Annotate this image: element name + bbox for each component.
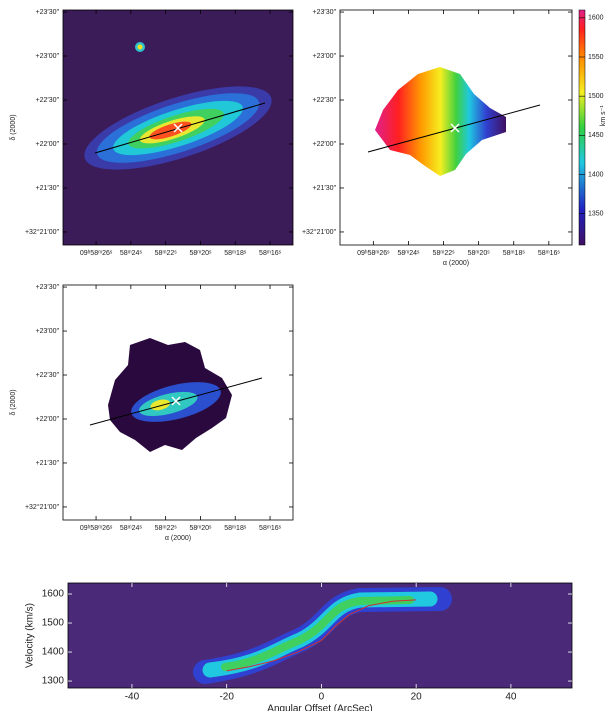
- x-tick-label: 0: [319, 692, 325, 703]
- velocity-field: [375, 67, 506, 176]
- center-marker: [173, 123, 183, 133]
- colorbar-tick-label: 1600: [588, 15, 604, 22]
- center-marker: [450, 123, 460, 133]
- colorbar: [578, 9, 586, 246]
- plot-frame: [67, 582, 573, 689]
- colorbar-tick-label: 1500: [588, 93, 604, 100]
- x-tick-label: 09ʰ58ᵐ26ˢ: [80, 525, 113, 532]
- y-tick-label: +23′30″: [36, 284, 60, 291]
- x-tick-label: 58ᵐ16ˢ: [259, 525, 282, 532]
- x-axis-label: α (2000): [443, 260, 469, 267]
- y-axis-label: δ (2000): [10, 389, 17, 415]
- y-tick-label: +23′30″: [313, 9, 337, 16]
- x-tick-label: 58ᵐ18ˢ: [224, 525, 247, 532]
- x-tick-label: 09ʰ58ᵐ26ˢ: [357, 250, 390, 257]
- x-tick-label: 58ᵐ20ˢ: [189, 525, 212, 532]
- y-tick-label: +23′00″: [313, 53, 337, 60]
- y-tick-label: +23′00″: [36, 53, 60, 60]
- x-tick-label: 58ᵐ24ˢ: [397, 250, 420, 257]
- colorbar-tick-label: 1350: [588, 211, 604, 218]
- y-tick-label: +22′30″: [313, 97, 337, 104]
- y-tick-label: +22′30″: [36, 372, 60, 379]
- colorbar-tick-label: 1400: [588, 171, 604, 178]
- x-tick-label: 58ᵐ24ˢ: [120, 250, 143, 257]
- x-tick-label: 58ᵐ22ˢ: [155, 525, 178, 532]
- y-tick-label: +32°21′00″: [25, 503, 60, 511]
- pv-image: [68, 583, 572, 688]
- colorbar-tick-label: 1450: [588, 132, 604, 139]
- x-tick-label: 09ʰ58ᵐ26ˢ: [80, 250, 113, 257]
- y-tick-label: 1600: [42, 589, 65, 600]
- y-tick-label: +21′30″: [36, 460, 60, 467]
- x-tick-label: 58ᵐ16ˢ: [259, 250, 282, 257]
- x-tick-label: 58ᵐ18ˢ: [503, 250, 526, 257]
- x-tick-label: 58ᵐ24ˢ: [120, 525, 143, 532]
- x-tick-label: -40: [125, 692, 140, 703]
- x-tick-label: 58ᵐ20ˢ: [189, 250, 212, 257]
- y-tick-label: 1300: [42, 676, 65, 687]
- y-axis-label: Velocity (km/s): [25, 603, 36, 668]
- plot-frame: [339, 9, 573, 246]
- x-tick-label: 58ᵐ16ˢ: [538, 250, 561, 257]
- x-tick-label: 58ᵐ20ˢ: [468, 250, 491, 257]
- y-tick-label: +23′30″: [36, 9, 60, 16]
- y-tick-label: +22′00″: [313, 141, 337, 148]
- y-tick-label: +22′00″: [36, 416, 60, 423]
- x-axis-label: Angular Offset (ArcSec): [267, 704, 372, 711]
- y-tick-label: +32°21′00″: [302, 228, 337, 236]
- x-tick-label: 58ᵐ22ˢ: [155, 250, 178, 257]
- y-tick-label: 1500: [42, 618, 65, 629]
- plot-frame: [62, 284, 294, 521]
- rotation-curve: [226, 599, 417, 672]
- y-axis-label: δ (2000): [10, 114, 17, 140]
- colorbar-tick-label: 1550: [588, 54, 604, 61]
- y-tick-label: +21′30″: [36, 185, 60, 192]
- y-tick-label: +23′00″: [36, 328, 60, 335]
- x-tick-label: 40: [505, 692, 517, 703]
- x-tick-label: 58ᵐ18ˢ: [224, 250, 247, 257]
- y-tick-label: +21′30″: [313, 185, 337, 192]
- colorbar-label: km s⁻¹: [600, 105, 607, 126]
- y-tick-label: +22′00″: [36, 141, 60, 148]
- y-tick-label: +22′30″: [36, 97, 60, 104]
- major-axis: [94, 102, 266, 154]
- y-tick-label: 1400: [42, 647, 65, 658]
- x-tick-label: 58ᵐ22ˢ: [433, 250, 456, 257]
- x-tick-label: -20: [219, 692, 234, 703]
- x-tick-label: 20: [411, 692, 423, 703]
- y-tick-label: +32°21′00″: [25, 228, 60, 236]
- plot-frame: [62, 9, 294, 246]
- x-axis-label: α (2000): [165, 535, 191, 542]
- center-marker: [171, 396, 181, 406]
